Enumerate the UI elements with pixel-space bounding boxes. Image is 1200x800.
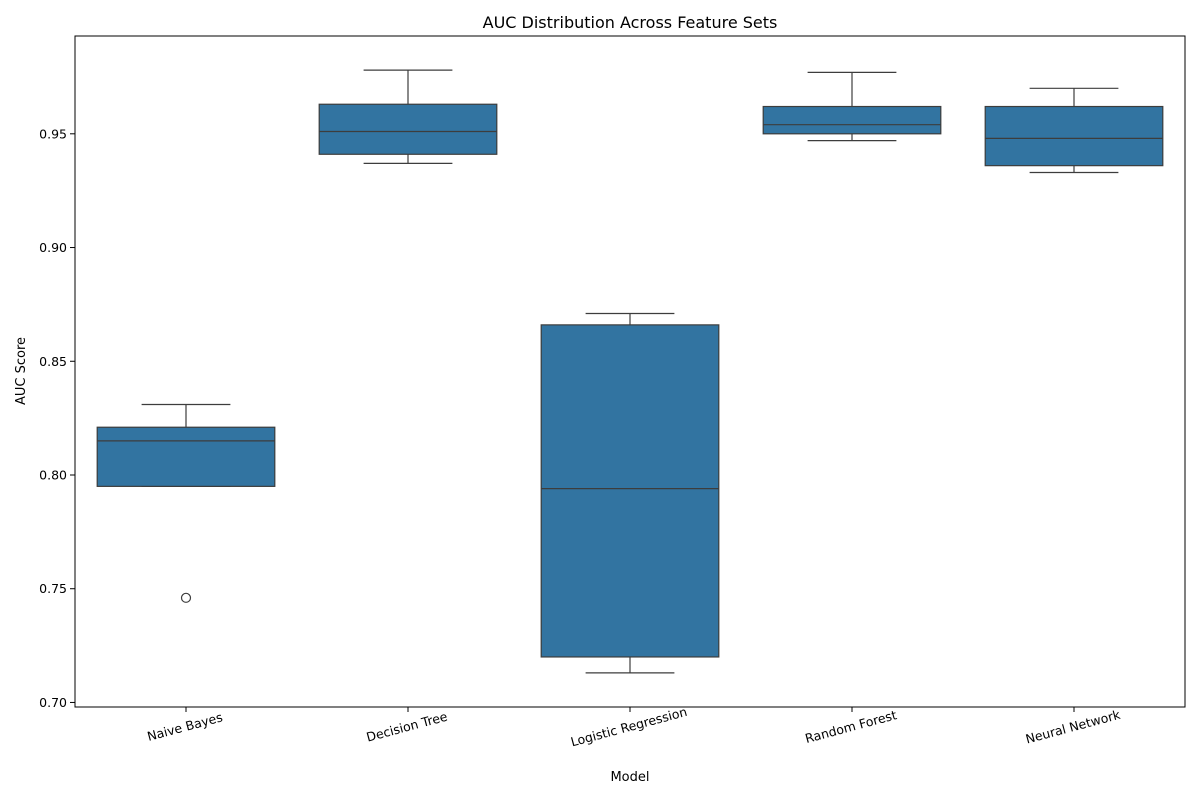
box-body (540, 324, 720, 658)
chart-title: AUC Distribution Across Feature Sets (483, 13, 778, 32)
box-body (762, 105, 942, 135)
x-tick-label: Logistic Regression (569, 704, 689, 750)
x-tick-label: Random Forest (803, 707, 898, 746)
y-tick-label: 0.75 (39, 581, 67, 596)
y-tick-label: 0.95 (39, 126, 67, 141)
box-body (96, 426, 276, 487)
y-axis-label: AUC Score (14, 337, 29, 405)
box-logistic-regression (540, 312, 720, 674)
x-axis: Naive Bayes Decision Tree Logistic Regress… (146, 704, 1123, 750)
box-body (318, 103, 498, 155)
box-naive-bayes (96, 403, 276, 603)
y-axis: 0.70 0.75 0.80 0.85 0.90 0.95 (39, 126, 75, 710)
box-random-forest (762, 71, 942, 142)
y-tick-label: 0.85 (39, 354, 67, 369)
x-tick-label: Naive Bayes (146, 709, 225, 744)
x-axis-label: Model (610, 770, 649, 785)
x-tick-label: Neural Network (1024, 707, 1123, 747)
y-tick-label: 0.80 (39, 467, 67, 482)
y-tick-label: 0.90 (39, 240, 67, 255)
y-tick-label: 0.70 (39, 695, 67, 710)
box-body (984, 105, 1164, 167)
x-tick-label: Decision Tree (365, 709, 450, 745)
outlier-point (180, 592, 192, 603)
box-decision-tree (318, 69, 498, 164)
box-series (96, 69, 1164, 674)
box-neural-network (984, 87, 1164, 174)
